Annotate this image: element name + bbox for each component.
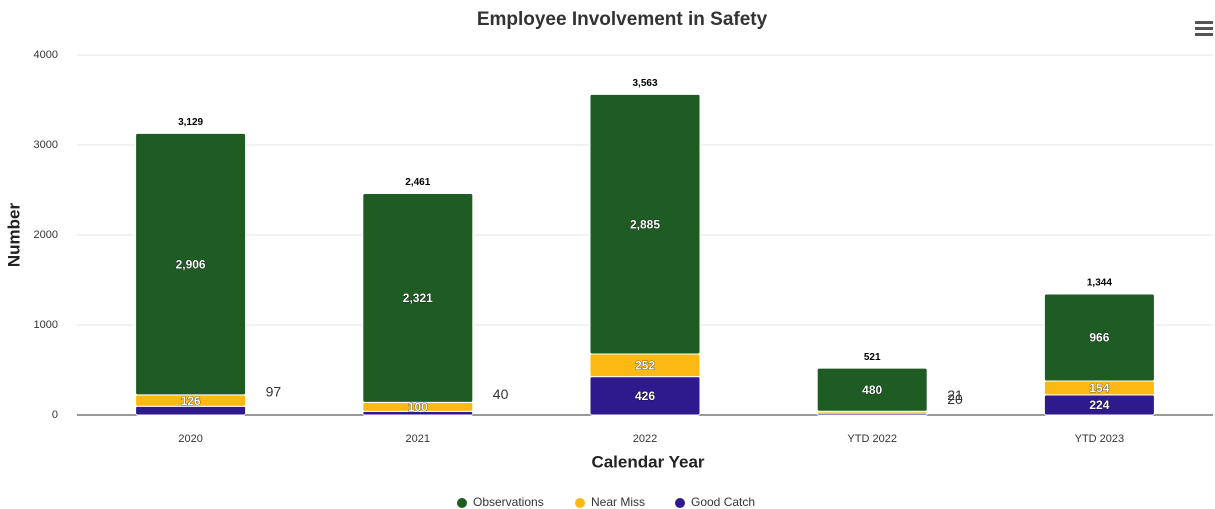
menu-bar — [1195, 21, 1213, 24]
bar-segment — [362, 193, 474, 403]
y-tick-label: 4000 — [34, 49, 58, 61]
x-tick-label: 2022 — [633, 433, 657, 445]
segment-label: 224 — [1089, 398, 1109, 412]
segment-label-outside: 97 — [266, 383, 282, 399]
x-tick-label: YTD 2023 — [1075, 433, 1125, 445]
total-label: 521 — [864, 352, 881, 363]
bar-segment — [816, 367, 928, 412]
segment-label-outside: 20 — [947, 391, 963, 407]
segment-label: 126 — [181, 394, 201, 408]
menu-bar — [1195, 33, 1213, 36]
legend-label: Near Miss — [591, 495, 645, 509]
y-tick-label: 0 — [52, 409, 58, 421]
legend-marker — [675, 498, 685, 508]
y-tick-label: 3000 — [34, 139, 58, 151]
legend-label: Observations — [473, 495, 544, 509]
y-axis-title: Number — [4, 203, 23, 268]
bar-segment — [135, 132, 247, 396]
legend-marker — [457, 498, 467, 508]
chart-title: Employee Involvement in Safety — [477, 9, 768, 30]
menu-bar — [1195, 27, 1213, 30]
y-tick-label: 2000 — [34, 229, 58, 241]
x-axis-title: Calendar Year — [591, 452, 704, 471]
x-tick-label: 2020 — [178, 433, 202, 445]
segment-label: 2,906 — [176, 257, 206, 271]
segment-label: 480 — [862, 383, 882, 397]
segment-label: 252 — [635, 358, 655, 372]
x-tick-label: 2021 — [406, 433, 430, 445]
menu-button[interactable] — [1195, 21, 1213, 36]
segment-label: 2,885 — [630, 217, 660, 231]
segment-label-outside: 21 — [947, 387, 963, 403]
segment-label: 2,321 — [403, 291, 433, 305]
segment-label-outside: 40 — [493, 386, 509, 402]
x-tick-label: YTD 2022 — [847, 433, 897, 445]
legend-label: Good Catch — [691, 495, 755, 509]
y-tick-label: 1000 — [34, 319, 58, 331]
bar-segment — [589, 93, 701, 355]
total-label: 3,129 — [178, 117, 203, 128]
segment-label: 426 — [635, 389, 655, 403]
total-label: 3,563 — [632, 78, 657, 89]
total-label: 2,461 — [405, 177, 430, 188]
segment-label: 154 — [1089, 381, 1109, 395]
legend-marker — [575, 498, 585, 508]
segment-label: 100 — [408, 400, 428, 414]
total-label: 1,344 — [1087, 278, 1112, 289]
segment-label: 966 — [1089, 331, 1109, 345]
bar-segment — [1043, 293, 1155, 382]
